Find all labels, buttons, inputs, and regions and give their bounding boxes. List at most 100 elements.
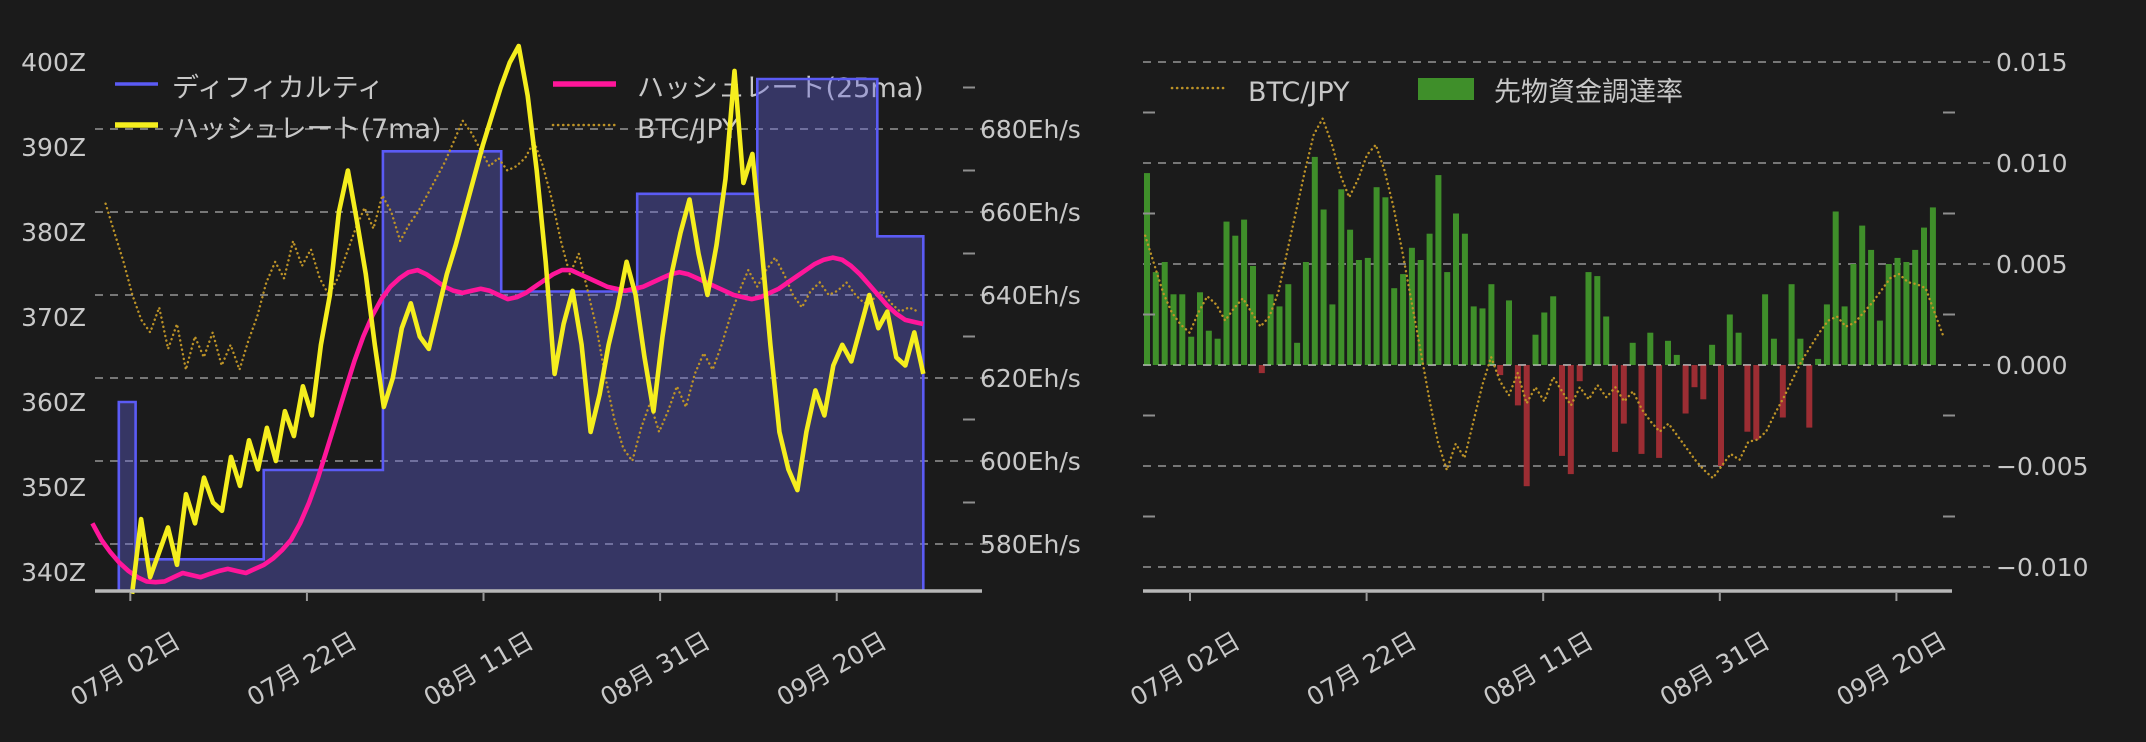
funding-rate-bar	[1461, 233, 1468, 365]
y-tick-label-rate-2: 0.005	[1996, 250, 2068, 279]
btcjpy-dotted-line-left	[104, 118, 920, 464]
funding-rate-bar	[1718, 365, 1724, 466]
funding-rate-bar	[1779, 365, 1786, 418]
funding-rate-bar	[1806, 365, 1813, 428]
y-tick-label-ehs-620: 620Eh/s	[980, 364, 1081, 393]
funding-rate-bar	[1735, 332, 1742, 365]
funding-rate-bar	[1285, 284, 1292, 365]
funding-rate-bar	[1850, 264, 1857, 365]
y-tick-label-rate-3: 0.000	[1996, 351, 2068, 380]
y-tick-label-ehs-580: 580Eh/s	[980, 530, 1081, 559]
funding-rate-bar	[1214, 338, 1221, 365]
hashrate-25ma-line	[90, 255, 924, 585]
funding-rate-bar	[1665, 340, 1671, 365]
funding-rate-bar	[1744, 365, 1751, 432]
legend-label-difficulty[interactable]: ディフィカルティ	[172, 73, 384, 104]
funding-rate-bar	[1682, 365, 1689, 414]
funding-rate-bar	[1205, 330, 1212, 365]
funding-rate-bar	[1903, 262, 1910, 365]
funding-rate-bar	[1673, 354, 1680, 365]
funding-rate-bar	[1311, 156, 1318, 365]
funding-rate-bar	[1620, 365, 1627, 424]
y-tick-label-ehs-600: 600Eh/s	[980, 447, 1081, 476]
funding-rate-bar	[1638, 365, 1645, 454]
funding-rate-bar	[1152, 272, 1159, 365]
funding-rate-bar	[1868, 249, 1875, 365]
funding-rate-bar	[1479, 308, 1486, 365]
y-tick-label-rate-5: −0.010	[1996, 553, 2089, 582]
funding-rate-bar	[1391, 288, 1398, 365]
funding-rate-bar	[1470, 306, 1477, 365]
funding-rate-bar	[1161, 262, 1168, 365]
y-tick-label-z-360: 360Z	[21, 388, 86, 417]
legend-label-btcjpy-left[interactable]: BTC/JPY	[637, 114, 739, 145]
funding-rate-bar	[1232, 235, 1239, 365]
funding-rate-bar	[1894, 257, 1901, 365]
funding-rate-bar	[1576, 365, 1583, 382]
funding-rate-bar	[1355, 260, 1362, 365]
y-tick-label-rate-0: 0.015	[1996, 48, 2068, 77]
funding-rate-bar	[1426, 233, 1433, 365]
y-tick-label-z-380: 380Z	[21, 218, 86, 247]
y-tick-label-z-340: 340Z	[21, 558, 86, 587]
funding-rate-bar	[1258, 365, 1265, 374]
y-tick-label-rate-1: 0.010	[1996, 149, 2068, 178]
funding-rate-bar	[1488, 284, 1495, 365]
funding-rate-bar	[1700, 365, 1707, 400]
funding-rate-bar	[1753, 365, 1760, 440]
funding-rate-bar	[1594, 276, 1601, 365]
legend-label-funding-rate[interactable]: 先物資金調達率	[1494, 77, 1683, 108]
legend-label-btcjpy-right[interactable]: BTC/JPY	[1248, 77, 1350, 108]
funding-rate-bar	[1250, 266, 1256, 365]
funding-rate-bar	[1144, 173, 1150, 365]
funding-rate-bar	[1523, 365, 1530, 487]
funding-rate-bar	[1276, 306, 1283, 365]
y-tick-label-ehs-660: 660Eh/s	[980, 198, 1081, 227]
funding-rate-bar	[1550, 296, 1557, 365]
funding-rate-bar	[1347, 229, 1354, 365]
funding-rate-bar	[1876, 320, 1883, 365]
funding-rate-bar	[1320, 209, 1327, 365]
funding-rate-bar	[1506, 300, 1512, 365]
funding-rate-bar	[1612, 365, 1618, 452]
funding-rate-bar	[1762, 294, 1769, 365]
funding-rate-bar	[1435, 175, 1442, 365]
funding-rate-bar	[1417, 260, 1424, 365]
funding-rate-bar	[1567, 365, 1574, 475]
funding-rate-bar	[1197, 292, 1203, 365]
funding-rate-bar	[1726, 314, 1733, 365]
funding-rate-bar	[1179, 294, 1186, 365]
funding-rate-bar	[1559, 365, 1565, 456]
y-tick-label-ehs-640: 640Eh/s	[980, 281, 1081, 310]
funding-rate-bar	[1929, 207, 1936, 365]
funding-rate-bar	[1832, 211, 1839, 365]
funding-rate-bar	[1338, 189, 1345, 365]
funding-rate-bar	[1382, 197, 1389, 365]
funding-rate-bar	[1329, 304, 1336, 365]
funding-rate-bar	[1541, 312, 1548, 365]
y-tick-label-ehs-680: 680Eh/s	[980, 115, 1081, 144]
funding-rate-bar	[1302, 262, 1309, 365]
funding-rate-bar	[1241, 219, 1248, 365]
y-tick-label-z-400: 400Z	[21, 48, 86, 77]
funding-rate-bar	[1859, 225, 1866, 365]
funding-rate-bar	[1444, 272, 1451, 365]
funding-rate-bar	[1188, 336, 1195, 365]
legend-swatch-funding-box	[1418, 78, 1474, 100]
y-tick-label-z-390: 390Z	[21, 133, 86, 162]
funding-rate-bar	[1400, 274, 1407, 365]
funding-rate-bar	[1364, 257, 1371, 365]
funding-rate-bar	[1823, 304, 1830, 365]
y-tick-label-z-350: 350Z	[21, 473, 86, 502]
funding-rate-bar	[1841, 306, 1848, 365]
funding-rate-bar	[1408, 247, 1415, 365]
funding-rate-bar	[1373, 187, 1380, 365]
legend-label-hashrate-7ma[interactable]: ハッシュレート(7ma)	[172, 114, 442, 145]
funding-rate-bar	[1294, 342, 1301, 365]
funding-rate-bar	[1585, 272, 1592, 365]
funding-rate-bar	[1267, 294, 1274, 365]
funding-rate-bar	[1656, 365, 1663, 458]
